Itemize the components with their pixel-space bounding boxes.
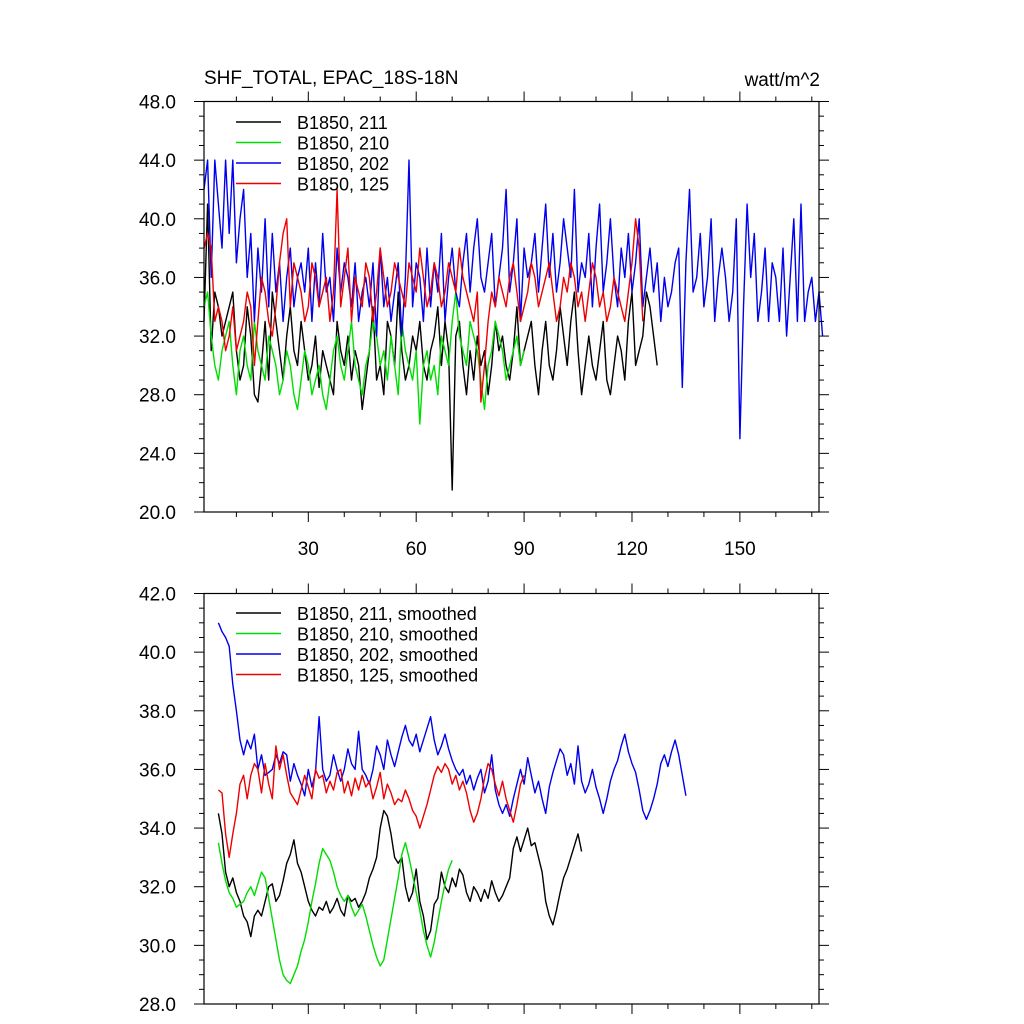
y-tick-label: 34.0: [139, 819, 176, 840]
units-label: watt/m^2: [744, 70, 820, 91]
x-tick-label: 150: [724, 539, 756, 560]
y-tick-label: 20.0: [139, 503, 176, 524]
top-axis-ticks: 48.0 44.0 40.0 36.0 32.0 28.0 24.0 20.0 30 60 90 12…: [139, 91, 829, 560]
series-line-b1850-202: [203, 159, 824, 440]
y-tick-label: 30.0: [139, 936, 176, 957]
legend-label-b1850-202-smoothed: B1850, 202, smoothed: [297, 645, 478, 665]
x-tick-label: 30: [298, 539, 319, 560]
y-tick-label: 40.0: [139, 210, 176, 231]
x-tick-label: 60: [406, 539, 427, 560]
y-tick-label: 28.0: [139, 386, 176, 407]
y-tick-label: 42.0: [139, 585, 176, 606]
bottom-plot-frame: [203, 592, 820, 1005]
series-line-b1850-210: [203, 291, 525, 425]
legend-label-b1850-125-smoothed: B1850, 125, smoothed: [297, 666, 478, 686]
series-line-b1850-125: [203, 188, 644, 403]
y-tick-label: 32.0: [139, 878, 176, 899]
y-tick-label: 40.0: [139, 643, 176, 664]
legend-label-b1850-210-smoothed: B1850, 210, smoothed: [297, 625, 478, 645]
y-tick-label: 24.0: [139, 444, 176, 465]
y-tick-label: 38.0: [139, 702, 176, 723]
top-series-group: [203, 159, 824, 491]
y-tick-label: 28.0: [139, 995, 176, 1016]
bottom-panel: 42.0 40.0 38.0 36.0 34.0 32.0 30.0 28.0 B1850, …: [139, 583, 829, 1016]
x-tick-label: 120: [616, 539, 648, 560]
series-line-b1850-210-smoothed: [217, 842, 453, 985]
top-panel: SHF_TOTAL, EPAC_18S-18N watt/m^2 48.0 44.…: [139, 68, 829, 560]
series-line-b1850-125-smoothed: [217, 745, 525, 859]
y-tick-label: 32.0: [139, 327, 176, 348]
top-plot-frame: [203, 100, 820, 513]
legend-label-b1850-211-smoothed: B1850, 211, smoothed: [297, 604, 477, 624]
legend-label-b1850-211: B1850, 211: [297, 113, 388, 133]
series-line-b1850-211-smoothed: [217, 809, 583, 941]
y-tick-label: 48.0: [139, 93, 176, 114]
y-tick-label: 44.0: [139, 151, 176, 172]
y-tick-label: 36.0: [139, 760, 176, 781]
x-tick-label: 90: [514, 539, 535, 560]
chart-title: SHF_TOTAL, EPAC_18S-18N: [204, 68, 459, 89]
legend-label-b1850-210: B1850, 210: [297, 134, 389, 154]
bottom-axis-ticks: 42.0 40.0 38.0 36.0 34.0 32.0 30.0 28.0: [139, 583, 829, 1016]
legend-label-b1850-125: B1850, 125: [297, 175, 389, 195]
legend-label-b1850-202: B1850, 202: [297, 154, 389, 174]
series-line-b1850-202-smoothed: [217, 622, 687, 820]
bottom-series-group: [217, 622, 687, 985]
series-line-b1850-211: [203, 203, 658, 491]
y-tick-label: 36.0: [139, 268, 176, 289]
